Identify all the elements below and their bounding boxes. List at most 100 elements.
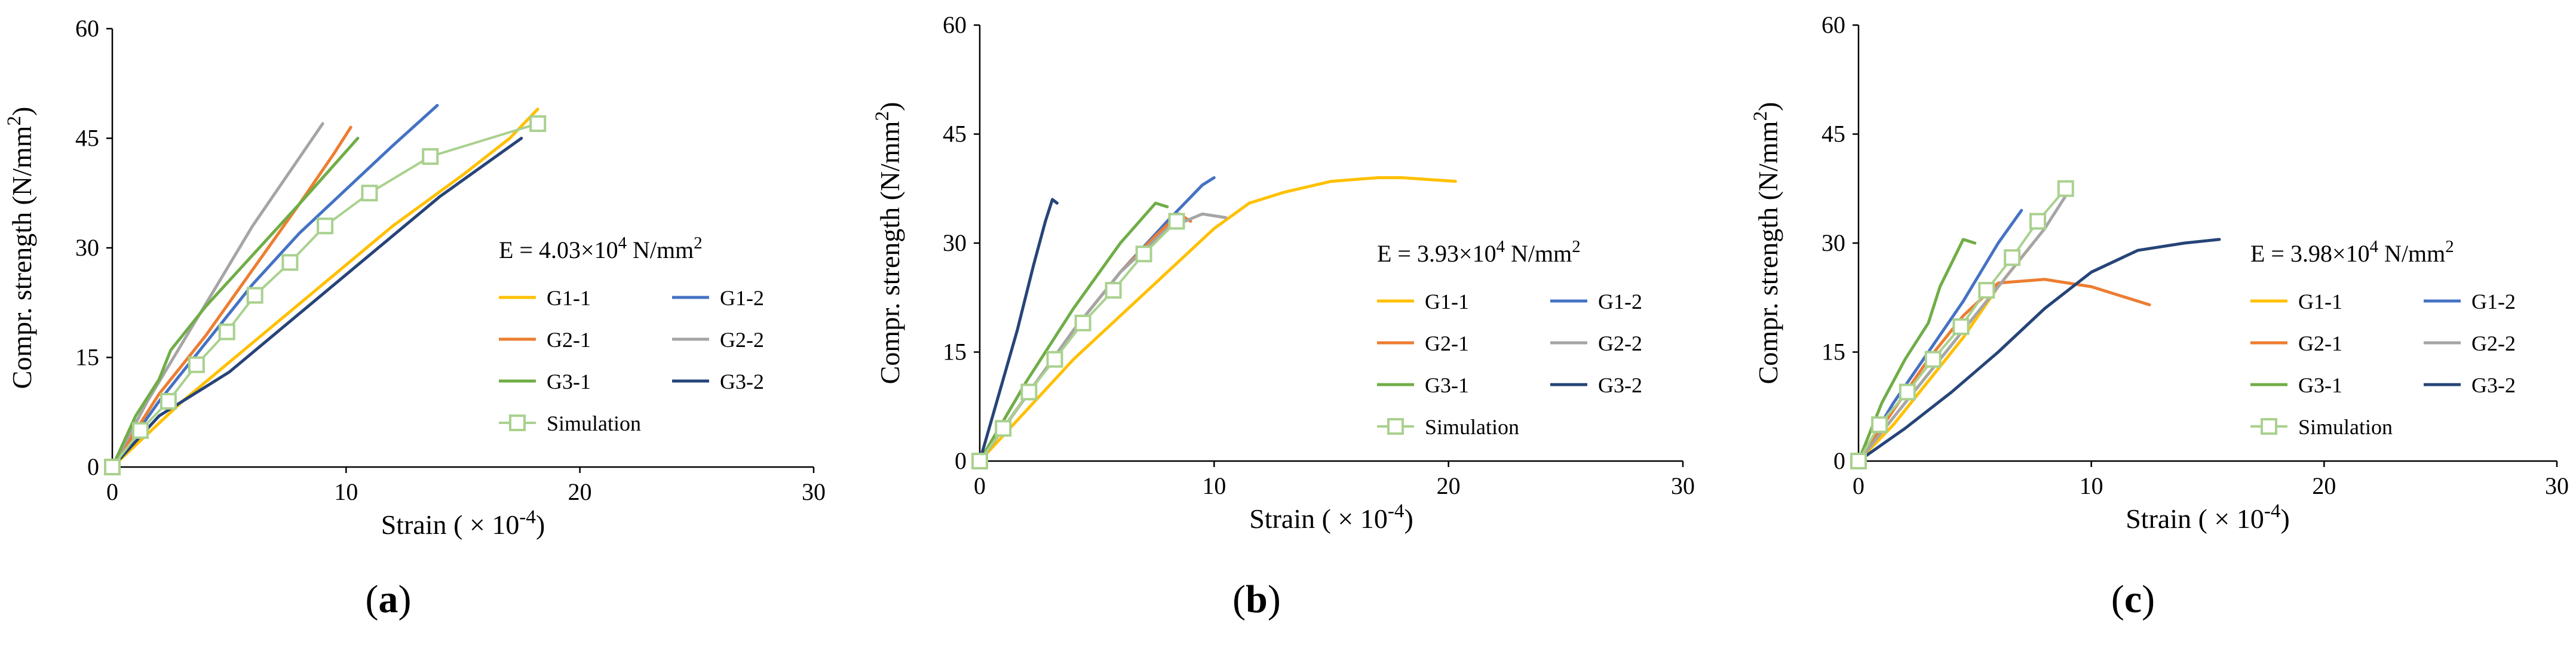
legend-marker <box>509 414 526 431</box>
x-tick-label: 0 <box>106 478 118 505</box>
legend: G1-1 G1-2 G2-1 G2-2 G3-1 G3-2 Simulation <box>2250 290 2516 439</box>
simulation-point <box>1871 416 1888 434</box>
series-line-g2-2 <box>1857 191 2070 463</box>
legend-label: G3-1 <box>2298 373 2342 397</box>
x-tick-label: 10 <box>2080 472 2103 499</box>
modulus-annotation: E = 3.98×104 N/mm2 <box>2250 237 2454 267</box>
simulation-point <box>971 453 988 469</box>
series-line-g2-2 <box>111 122 324 469</box>
modulus-annotation: E = 4.03×104 N/mm2 <box>499 234 703 263</box>
legend-label: G1-2 <box>720 286 764 310</box>
x-tick-label: 0 <box>1853 472 1864 499</box>
panel-label: (b) <box>1232 578 1281 621</box>
simulation-point <box>131 422 149 439</box>
simulation-point <box>2029 213 2047 230</box>
x-axis-label: Strain ( × 10-4) <box>381 506 545 540</box>
y-axis-label: Compr. strength (N/mm2) <box>3 107 38 389</box>
y-axis-label: Compr. strength (N/mm2) <box>871 102 906 385</box>
x-axis-label: Strain ( × 10-4) <box>2126 500 2290 535</box>
legend: G1-1 G1-2 G2-1 G2-2 G3-1 G3-2 Simulation <box>1377 290 1642 439</box>
series-line-g3-2 <box>978 198 1059 463</box>
y-tick-label: 30 <box>75 234 99 261</box>
simulation-point <box>1135 245 1152 263</box>
y-tick-label: 45 <box>75 125 99 152</box>
legend-label: G2-2 <box>1598 331 1642 355</box>
panel-label: (c) <box>2111 578 2155 621</box>
legend-label: G2-2 <box>720 328 764 352</box>
legend-label: Simulation <box>2298 415 2393 439</box>
simulation-point <box>1020 383 1038 401</box>
series-line-g3-1 <box>1857 238 1977 463</box>
legend-label: G1-1 <box>547 286 591 310</box>
simulation-point <box>104 459 121 475</box>
legend-marker <box>2261 418 2277 435</box>
y-tick-label: 30 <box>943 229 967 256</box>
y-axis-label: Compr. strength (N/mm2) <box>1749 102 1784 385</box>
simulation-point <box>1105 282 1122 299</box>
panel-label: (a) <box>366 578 412 621</box>
x-axis-label: Strain ( × 10-4) <box>1249 500 1413 535</box>
simulation-point <box>1074 314 1091 331</box>
chart-panel-1: 0 15 30 45 60 0 10 20 30 Strain ( × 10-4) Compr. s… <box>3 15 826 621</box>
simulation-point <box>1978 282 1995 299</box>
x-tick-label: 20 <box>2312 472 2336 499</box>
simulation-point <box>218 323 235 340</box>
simulation-point <box>281 254 299 271</box>
y-tick-label: 60 <box>75 15 99 42</box>
y-tick-label: 30 <box>1821 229 1845 256</box>
legend-label: G2-1 <box>1425 331 1469 355</box>
chart-panel-2: 0 15 30 45 60 0 10 20 30 Strain ( × 10-4) Compr. s… <box>871 11 1695 621</box>
simulation-point <box>2057 180 2074 197</box>
legend-label: G3-1 <box>547 370 591 394</box>
legend-label: G2-1 <box>2298 331 2342 355</box>
y-tick-label: 60 <box>943 11 967 38</box>
simulation-point <box>188 356 205 373</box>
y-tick-label: 15 <box>943 339 967 366</box>
chart-panel-3: 0 15 30 45 60 0 10 20 30 Strain ( × 10-4) Compr. s… <box>1749 11 2569 621</box>
simulation-point <box>995 420 1012 437</box>
y-tick-label: 0 <box>1833 447 1845 474</box>
series-line-g3-2 <box>1857 238 2221 463</box>
x-tick-label: 0 <box>974 472 986 499</box>
simulation-point <box>1924 351 1942 368</box>
simulation-point <box>529 115 547 133</box>
series-line-g3-2 <box>111 137 523 469</box>
y-tick-label: 60 <box>1821 11 1845 38</box>
y-tick-label: 0 <box>87 453 99 480</box>
legend: G1-1 G1-2 G2-1 G2-2 G3-1 G3-2 Simulation <box>499 286 764 435</box>
simulation-point <box>1899 383 1916 401</box>
simulation-point <box>2004 249 2021 266</box>
series-line-g3-1 <box>111 137 360 469</box>
series-line-g3-1 <box>978 201 1169 463</box>
legend-label: G1-1 <box>2298 290 2342 314</box>
legend-label: G1-1 <box>1425 290 1469 314</box>
legend-label: Simulation <box>547 411 641 435</box>
simulation-point <box>317 217 334 235</box>
legend-label: G2-1 <box>547 328 591 352</box>
legend-label: G1-2 <box>1598 290 1642 314</box>
simulation-point <box>422 148 439 165</box>
legend-label: G3-1 <box>1425 373 1469 397</box>
simulation-point <box>361 185 378 202</box>
legend-label: G3-2 <box>720 370 764 394</box>
series-line-g1-1 <box>978 176 1457 463</box>
y-tick-label: 0 <box>955 447 967 474</box>
x-tick-label: 30 <box>2545 472 2569 499</box>
series-line-g2-1 <box>111 125 352 469</box>
simulation-point <box>1046 351 1063 368</box>
series-line-g1-2 <box>111 104 439 469</box>
simulation-point <box>1168 213 1185 230</box>
series-line-g1-1 <box>111 108 539 469</box>
y-tick-label: 45 <box>943 121 967 148</box>
modulus-annotation: E = 3.93×104 N/mm2 <box>1377 237 1581 267</box>
series-line-g1-2 <box>1857 208 2023 463</box>
x-tick-label: 30 <box>802 478 826 505</box>
legend-label: Simulation <box>1425 415 1519 439</box>
y-tick-label: 15 <box>75 344 99 371</box>
x-tick-label: 10 <box>1202 472 1226 499</box>
y-tick-label: 15 <box>1821 339 1845 366</box>
x-tick-label: 20 <box>568 478 592 505</box>
legend-label: G2-2 <box>2471 331 2516 355</box>
legend-label: G3-2 <box>2471 373 2516 397</box>
